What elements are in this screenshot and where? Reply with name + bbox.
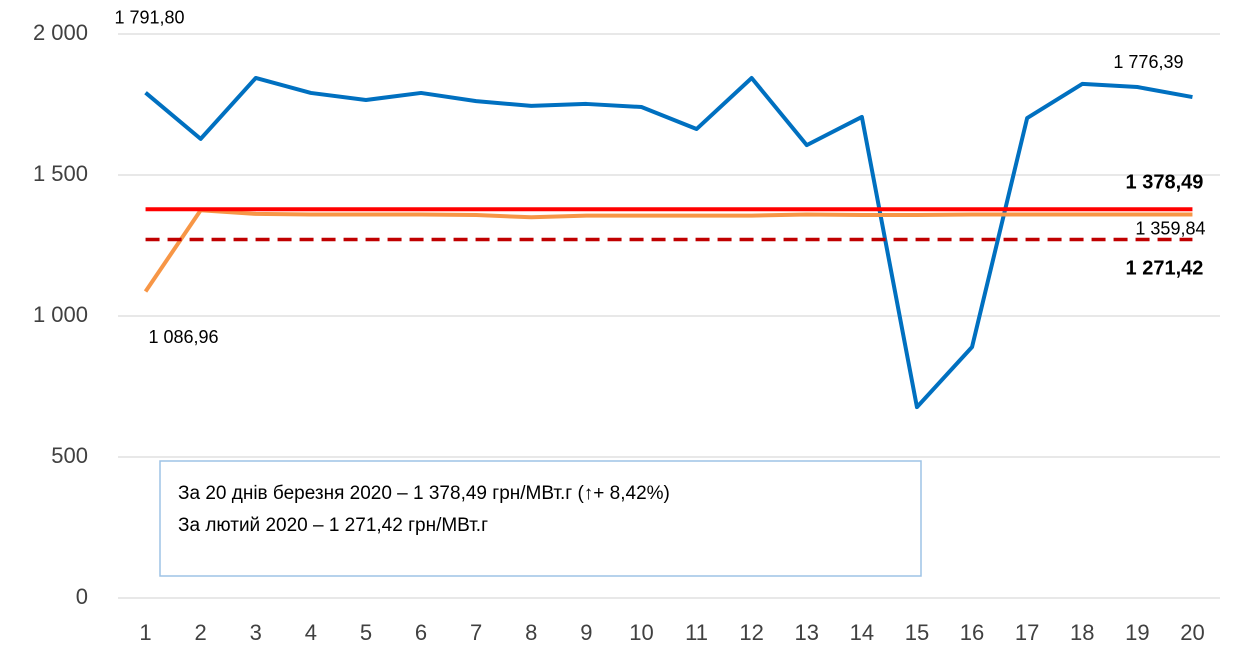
x-tick-label: 8	[525, 620, 537, 645]
x-tick-label: 19	[1125, 620, 1149, 645]
x-tick-label: 13	[795, 620, 819, 645]
data-label: 1 378,49	[1126, 172, 1204, 194]
data-label: 1 086,96	[149, 327, 219, 347]
x-tick-label: 12	[739, 620, 763, 645]
x-tick-label: 9	[580, 620, 592, 645]
y-tick-label: 500	[51, 443, 88, 468]
data-label: 1 776,39	[1113, 52, 1183, 72]
x-tick-label: 14	[850, 620, 874, 645]
x-tick-label: 16	[960, 620, 984, 645]
x-tick-label: 2	[195, 620, 207, 645]
y-tick-label: 1 000	[33, 302, 88, 327]
y-tick-label: 0	[76, 584, 88, 609]
x-tick-label: 6	[415, 620, 427, 645]
series-line	[144, 75, 1193, 410]
y-tick-label: 2 000	[33, 20, 88, 45]
annotation-line: За лютий 2020 – 1 271,42 грн/МВт.г	[178, 515, 488, 536]
x-tick-label: 18	[1070, 620, 1094, 645]
x-tick-label: 4	[305, 620, 317, 645]
x-tick-label: 3	[250, 620, 262, 645]
x-tick-label: 11	[685, 620, 708, 645]
data-label: 1 271,42	[1126, 258, 1204, 280]
x-tick-label: 10	[629, 620, 653, 645]
series-line	[143, 208, 1193, 293]
annotation-line: За 20 днів березня 2020 – 1 378,49 грн/М…	[178, 483, 670, 504]
annotation-box	[159, 460, 922, 577]
y-tick-label: 1 500	[33, 161, 88, 186]
x-tick-label: 15	[905, 620, 929, 645]
x-tick-label: 1	[139, 620, 151, 645]
x-tick-label: 7	[470, 620, 482, 645]
x-tick-label: 5	[360, 620, 372, 645]
x-tick-label: 17	[1015, 620, 1039, 645]
data-label: 1 359,84	[1135, 218, 1205, 238]
data-label: 1 791,80	[115, 7, 185, 27]
x-tick-label: 20	[1180, 620, 1204, 645]
